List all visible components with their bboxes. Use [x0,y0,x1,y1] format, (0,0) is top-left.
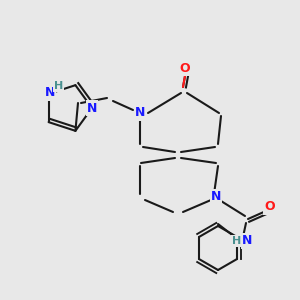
Text: O: O [180,61,190,74]
Text: N: N [135,106,145,119]
Text: H: H [232,236,242,246]
Text: N: N [242,235,252,248]
Text: N: N [87,101,97,115]
Text: H: H [54,81,63,91]
Text: O: O [265,200,275,214]
Text: N: N [44,86,55,99]
Text: N: N [211,190,221,203]
